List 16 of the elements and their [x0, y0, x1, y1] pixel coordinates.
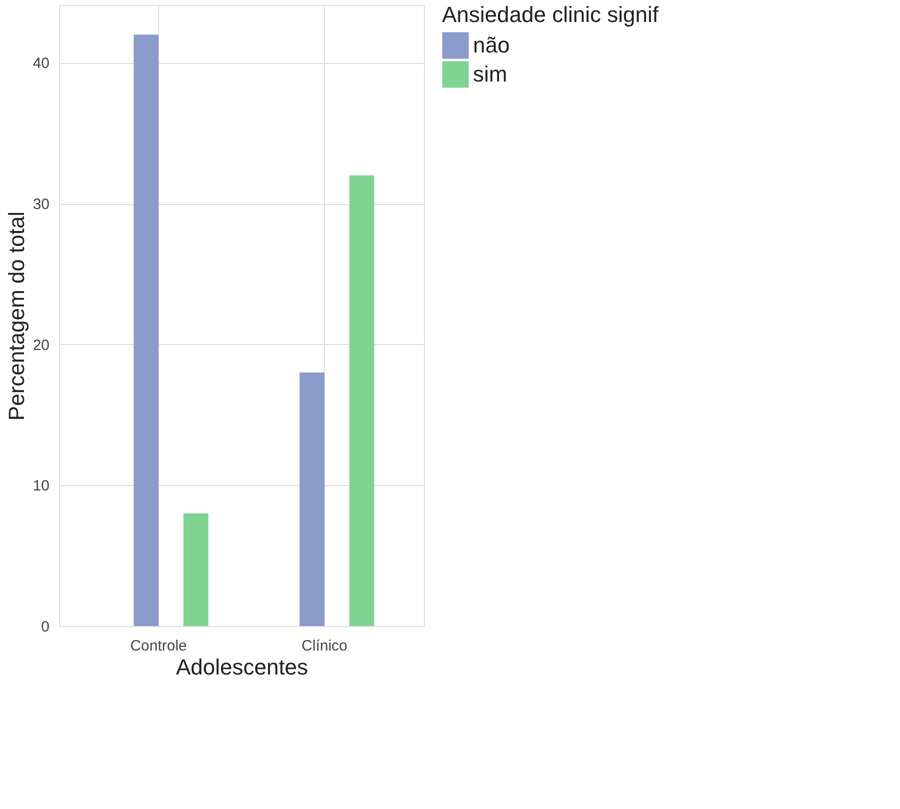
legend-title: Ansiedade clinic signif: [442, 2, 660, 27]
y-tick-label: 30: [32, 196, 50, 214]
legend-label: não: [473, 32, 510, 58]
legend-label: sim: [473, 62, 508, 86]
y-axis-title: Percentagem do total: [4, 211, 29, 421]
bar: [134, 34, 159, 626]
bar: [183, 513, 208, 626]
x-tick-label: Controle: [130, 638, 187, 654]
x-tick-label: Clínico: [302, 638, 348, 654]
y-tick-label: 0: [41, 618, 50, 636]
y-tick-label: 20: [32, 336, 50, 354]
bar: [349, 175, 374, 626]
y-tick-label: 10: [32, 478, 50, 495]
bar: [300, 372, 324, 626]
y-tick-label: 40: [32, 55, 50, 72]
x-axis-title: Adolescentes: [176, 654, 308, 680]
